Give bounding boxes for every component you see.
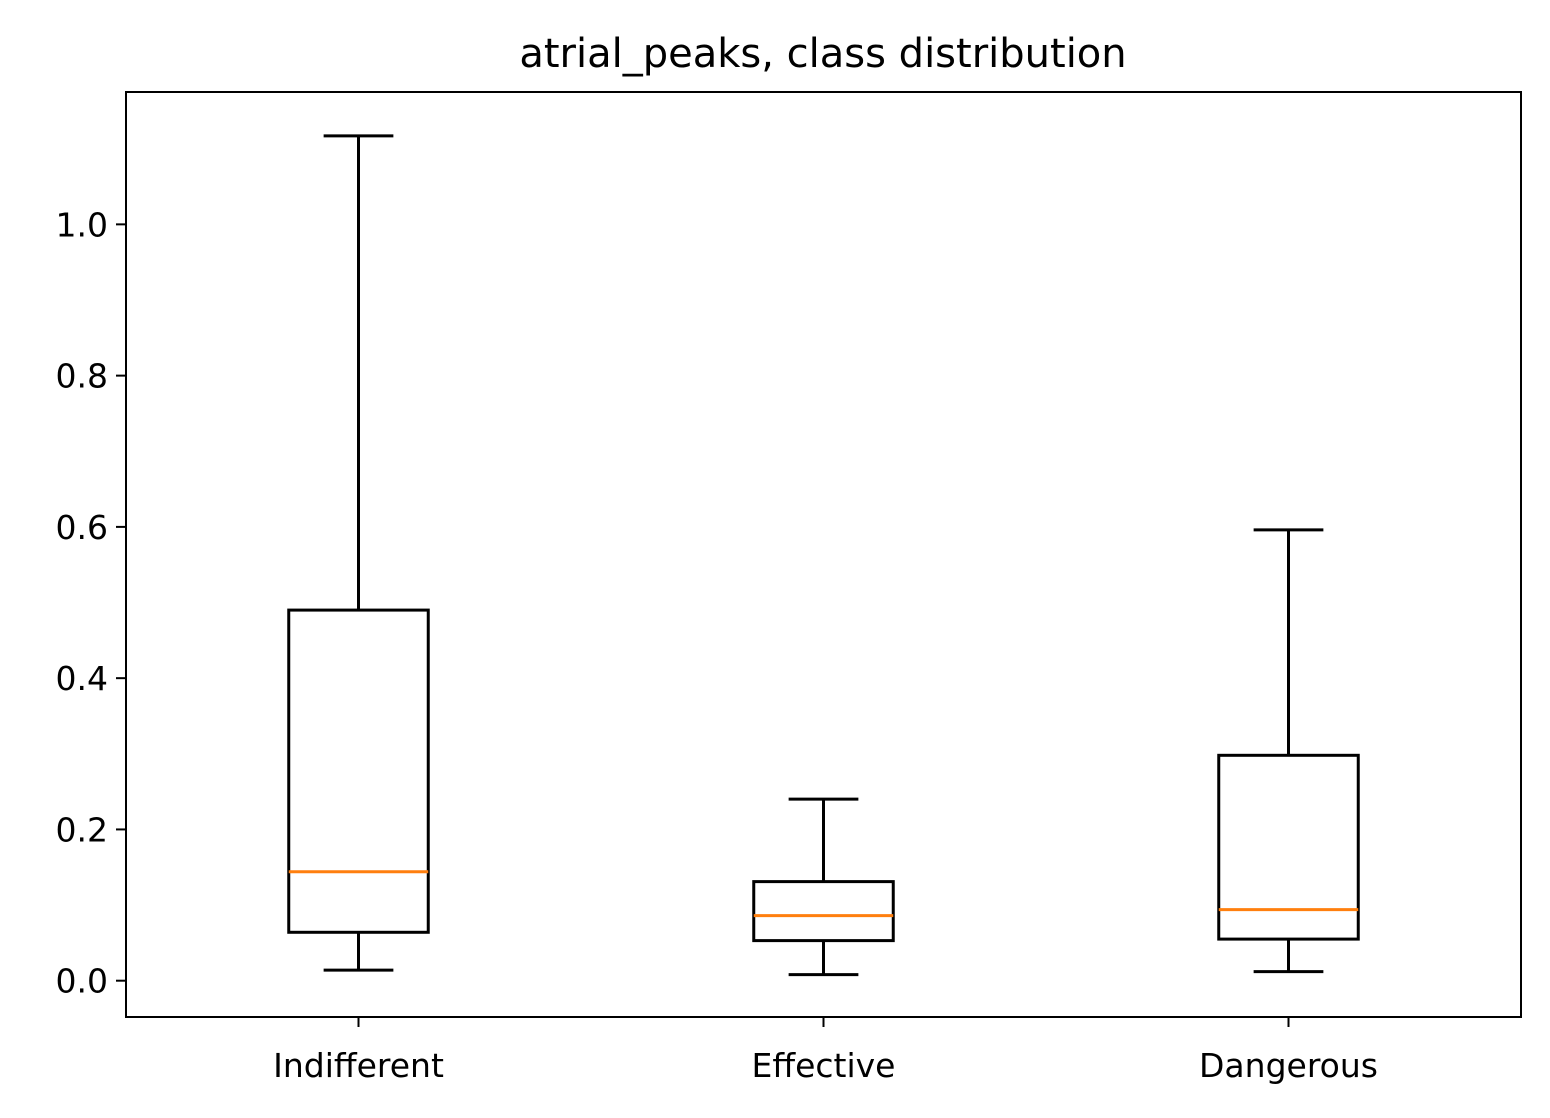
iqr-box <box>752 880 895 943</box>
y-tick-label: 0.0 <box>56 962 108 1001</box>
x-tick-label: Indifferent <box>273 1046 444 1085</box>
x-tick-label: Dangerous <box>1199 1046 1378 1085</box>
y-tick-label: 0.2 <box>56 810 108 849</box>
box-group-effective <box>752 797 895 977</box>
box-group-indifferent <box>287 134 430 972</box>
boxes-layer <box>287 134 1360 977</box>
plot-frame <box>125 91 1522 1018</box>
box-group-dangerous <box>1217 528 1360 974</box>
y-tick-label: 0.4 <box>56 659 108 698</box>
y-tick-label: 0.6 <box>56 508 108 547</box>
iqr-box <box>1217 753 1360 941</box>
chart-title: atrial_peaks, class distribution <box>519 31 1126 77</box>
y-axis: 0.0 0.2 0.4 0.6 0.8 1.0 <box>56 205 126 1001</box>
iqr-box <box>287 608 430 934</box>
y-tick-label: 1.0 <box>56 205 108 244</box>
x-tick-label: Effective <box>752 1046 896 1085</box>
y-tick-label: 0.8 <box>56 357 108 396</box>
x-axis: Indifferent Effective Dangerous <box>273 1017 1378 1085</box>
